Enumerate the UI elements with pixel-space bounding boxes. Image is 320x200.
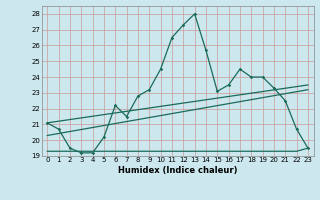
X-axis label: Humidex (Indice chaleur): Humidex (Indice chaleur) — [118, 166, 237, 175]
